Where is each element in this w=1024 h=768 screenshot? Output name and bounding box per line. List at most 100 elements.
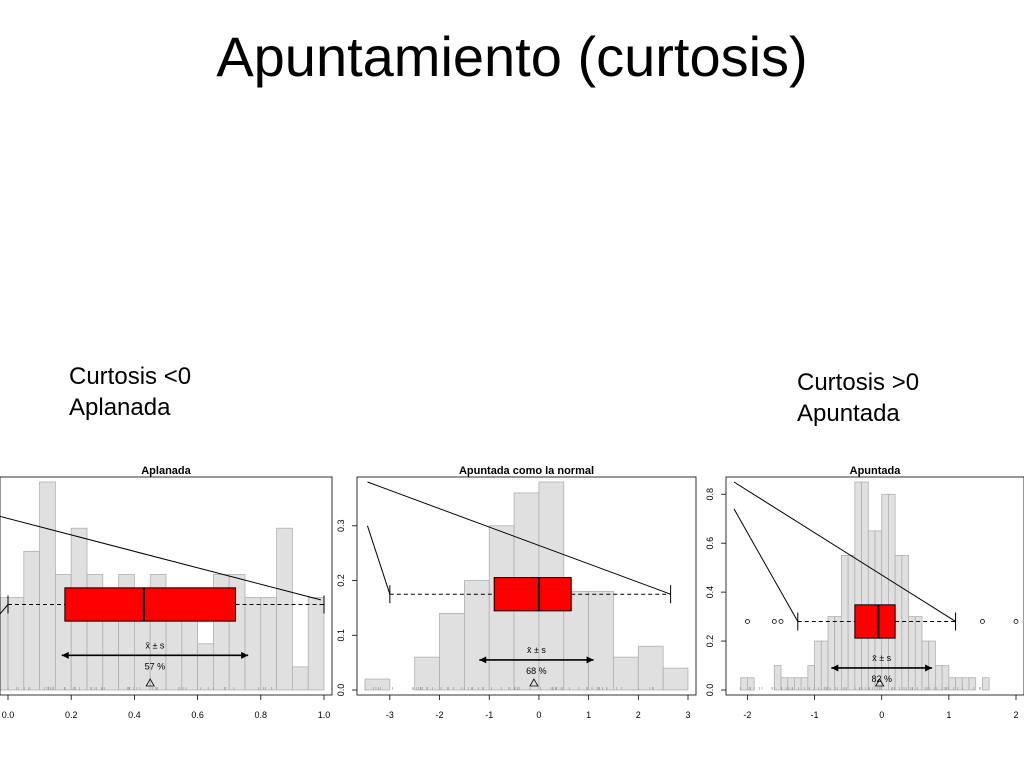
diagonal-line xyxy=(367,481,671,595)
diagonal-line xyxy=(0,515,321,601)
outlier-point xyxy=(1013,619,1019,624)
arrowhead-left xyxy=(831,664,839,672)
x-tick-label: 0.0 xyxy=(2,710,15,720)
histogram-bar xyxy=(814,640,822,691)
x-tick-label: 1.0 xyxy=(318,710,331,720)
mean-sd-label: x̄ ± s xyxy=(527,645,546,655)
box-iqr xyxy=(64,587,237,622)
histogram-bar xyxy=(961,677,970,691)
x-tick-label: -1 xyxy=(485,710,493,720)
rug-ticks xyxy=(7,687,272,690)
histogram-bar xyxy=(39,481,56,691)
outlier-point xyxy=(745,619,750,624)
mean-sd-percent: 57 % xyxy=(145,661,166,671)
histogram-bar xyxy=(901,555,909,691)
histogram-bar xyxy=(260,597,277,691)
x-tick-label: -3 xyxy=(386,710,394,720)
histogram-bar xyxy=(740,677,748,691)
x-tick-label: 2 xyxy=(636,710,641,720)
right-label-line2: Apuntada xyxy=(797,400,900,427)
histogram-bar xyxy=(588,591,614,691)
histogram-bar xyxy=(244,597,262,691)
x-tick-label: 0 xyxy=(879,710,884,720)
outlier-point xyxy=(778,619,784,624)
histogram-bar xyxy=(841,555,849,691)
histogram-bar xyxy=(982,677,990,691)
mean-sd-percent: 68 % xyxy=(526,666,547,676)
histogram-bar xyxy=(861,481,869,691)
y-tick-label: 0.4 xyxy=(705,586,715,599)
histogram-bar xyxy=(854,481,862,691)
arrowhead-right xyxy=(241,651,249,659)
histogram-bar xyxy=(928,640,936,691)
x-tick-label: 1 xyxy=(586,710,591,720)
plot-frame xyxy=(356,476,697,696)
histogram-bar xyxy=(780,677,789,691)
chart-title: Aplanada xyxy=(141,465,191,477)
histogram-bar xyxy=(807,665,815,691)
histogram-bar xyxy=(794,677,802,691)
left-label-line1: Curtosis <0 xyxy=(69,363,192,390)
histogram-bar xyxy=(847,555,856,691)
histogram-bar xyxy=(834,616,842,691)
y-tick-label: 0.6 xyxy=(705,537,715,550)
x-tick-label: -1 xyxy=(811,710,819,720)
histogram-bar xyxy=(827,616,836,691)
histogram-bar xyxy=(820,640,829,691)
mean-triangle xyxy=(875,678,885,687)
histogram-bar xyxy=(7,597,25,691)
y-tick-label: 0.0 xyxy=(336,684,346,697)
histogram-bar xyxy=(955,677,963,691)
y-tick-label: 0.8 xyxy=(705,488,715,501)
mean-sd-label: x̄ ± s xyxy=(872,653,891,663)
histogram-bar xyxy=(23,550,40,691)
arrowhead-right xyxy=(586,656,594,664)
box-iqr xyxy=(854,604,896,639)
x-tick-label: 3 xyxy=(685,710,690,720)
y-tick-label: 0.0 xyxy=(705,684,715,697)
histogram-bar xyxy=(291,666,309,691)
histogram-bar xyxy=(773,665,782,691)
rug-ticks xyxy=(364,687,654,690)
rug-ticks xyxy=(739,687,981,690)
diagonal-line xyxy=(733,481,956,622)
histogram-bar xyxy=(935,665,943,691)
page-title: Apuntamiento (curtosis) xyxy=(216,25,808,88)
mean-triangle xyxy=(529,678,539,687)
y-tick-label: 0.2 xyxy=(705,635,715,648)
plot-frame xyxy=(0,476,333,696)
histogram-bar xyxy=(948,677,956,691)
x-tick-label: 0 xyxy=(536,710,541,720)
histogram-bar xyxy=(894,555,903,691)
chart-title: Apuntada xyxy=(850,465,902,477)
histogram-bar xyxy=(914,616,923,691)
x-tick-label: -2 xyxy=(436,710,444,720)
chart-panel-1: Aplanada x̄ ± s 57 % 0.0 0.2 0.4 0.6 0.8 1.0 xyxy=(0,465,333,720)
histogram-bar xyxy=(364,678,391,691)
x-tick-label: 0.8 xyxy=(255,710,268,720)
box-iqr xyxy=(493,577,572,612)
x-tick-label: 1 xyxy=(946,710,951,720)
histogram-bar xyxy=(613,656,639,691)
right-label: Curtosis >0 Apuntada xyxy=(797,367,919,429)
histogram-bar xyxy=(662,667,689,691)
diagonal-line xyxy=(733,508,799,622)
x-tick-label: 0.6 xyxy=(191,710,204,720)
x-tick-label: 0.2 xyxy=(65,710,78,720)
mean-sd-percent: 82 % xyxy=(871,674,892,684)
outlier-point xyxy=(980,619,985,624)
histogram-bar xyxy=(276,527,293,691)
histogram-bar xyxy=(968,677,977,691)
diagonal-line xyxy=(367,525,391,595)
histogram-bar xyxy=(463,580,490,691)
histogram-bar xyxy=(197,643,214,691)
histogram-bar xyxy=(0,597,9,691)
left-label: Curtosis <0 Aplanada xyxy=(69,361,191,423)
histogram-bar xyxy=(941,665,950,691)
charts-svg: Aplanada x̄ ± s 57 % 0.0 0.2 0.4 0.6 0.8 1.0 Apun… xyxy=(0,465,1024,720)
mean-triangle xyxy=(145,678,155,687)
arrowhead-left xyxy=(61,651,69,659)
y-tick-label: 0.3 xyxy=(336,520,346,533)
chart-panel-2: Apuntada como la normal x̄ ± s 68 % -3 -2 -1 0… xyxy=(336,465,697,720)
right-label-line1: Curtosis >0 xyxy=(797,369,920,396)
